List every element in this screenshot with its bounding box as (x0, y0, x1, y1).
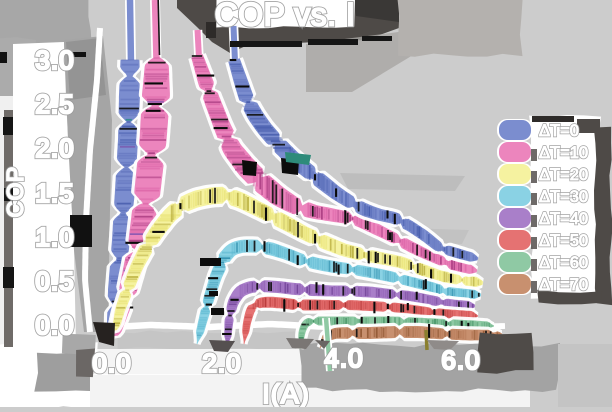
svg-text:4.0: 4.0 (324, 343, 363, 373)
svg-text:2.0: 2.0 (202, 348, 241, 378)
svg-text:ΔT=20: ΔT=20 (539, 166, 588, 184)
svg-text:2.0: 2.0 (35, 133, 74, 163)
svg-text:0.0: 0.0 (92, 348, 131, 378)
svg-text:COP vs. I: COP vs. I (215, 0, 356, 33)
svg-text:4.0: 4.0 (324, 343, 363, 373)
svg-text:ΔT=60: ΔT=60 (539, 254, 588, 272)
svg-text:COP: COP (2, 166, 28, 217)
svg-text:COP: COP (2, 166, 28, 217)
svg-text:6.0: 6.0 (441, 345, 480, 375)
svg-text:0.0: 0.0 (35, 310, 74, 340)
svg-text:ΔT=70: ΔT=70 (539, 276, 588, 294)
svg-text:0.5: 0.5 (35, 266, 74, 296)
svg-text:2.0: 2.0 (202, 348, 241, 378)
svg-text:ΔT=70: ΔT=70 (539, 276, 588, 294)
svg-text:COP vs. I: COP vs. I (215, 0, 356, 33)
svg-text:ΔT=40: ΔT=40 (539, 210, 588, 228)
svg-text:ΔT=60: ΔT=60 (539, 254, 588, 272)
svg-text:ΔT=30: ΔT=30 (539, 188, 588, 206)
svg-text:ΔT=0: ΔT=0 (539, 122, 579, 140)
svg-text:2.0: 2.0 (35, 133, 74, 163)
svg-text:ΔT=50: ΔT=50 (539, 232, 588, 250)
svg-text:I(A): I(A) (262, 379, 310, 407)
svg-text:0.5: 0.5 (35, 266, 74, 296)
svg-text:ΔT=30: ΔT=30 (539, 188, 588, 206)
svg-text:I(A): I(A) (262, 379, 310, 407)
svg-text:1.0: 1.0 (35, 222, 74, 252)
svg-text:ΔT=50: ΔT=50 (539, 232, 588, 250)
svg-text:1.5: 1.5 (35, 178, 74, 208)
svg-text:3.0: 3.0 (35, 45, 74, 75)
svg-text:6.0: 6.0 (441, 345, 480, 375)
svg-text:1.5: 1.5 (35, 178, 74, 208)
svg-text:ΔT=20: ΔT=20 (539, 166, 588, 184)
svg-text:ΔT=40: ΔT=40 (539, 210, 588, 228)
svg-text:0.0: 0.0 (92, 348, 131, 378)
svg-text:3.0: 3.0 (35, 45, 74, 75)
svg-text:1.0: 1.0 (35, 222, 74, 252)
svg-text:ΔT=10: ΔT=10 (539, 144, 588, 162)
svg-text:2.5: 2.5 (35, 89, 74, 119)
svg-text:2.5: 2.5 (35, 89, 74, 119)
svg-text:ΔT=10: ΔT=10 (539, 144, 588, 162)
svg-text:0.0: 0.0 (35, 310, 74, 340)
svg-text:ΔT=0: ΔT=0 (539, 122, 579, 140)
